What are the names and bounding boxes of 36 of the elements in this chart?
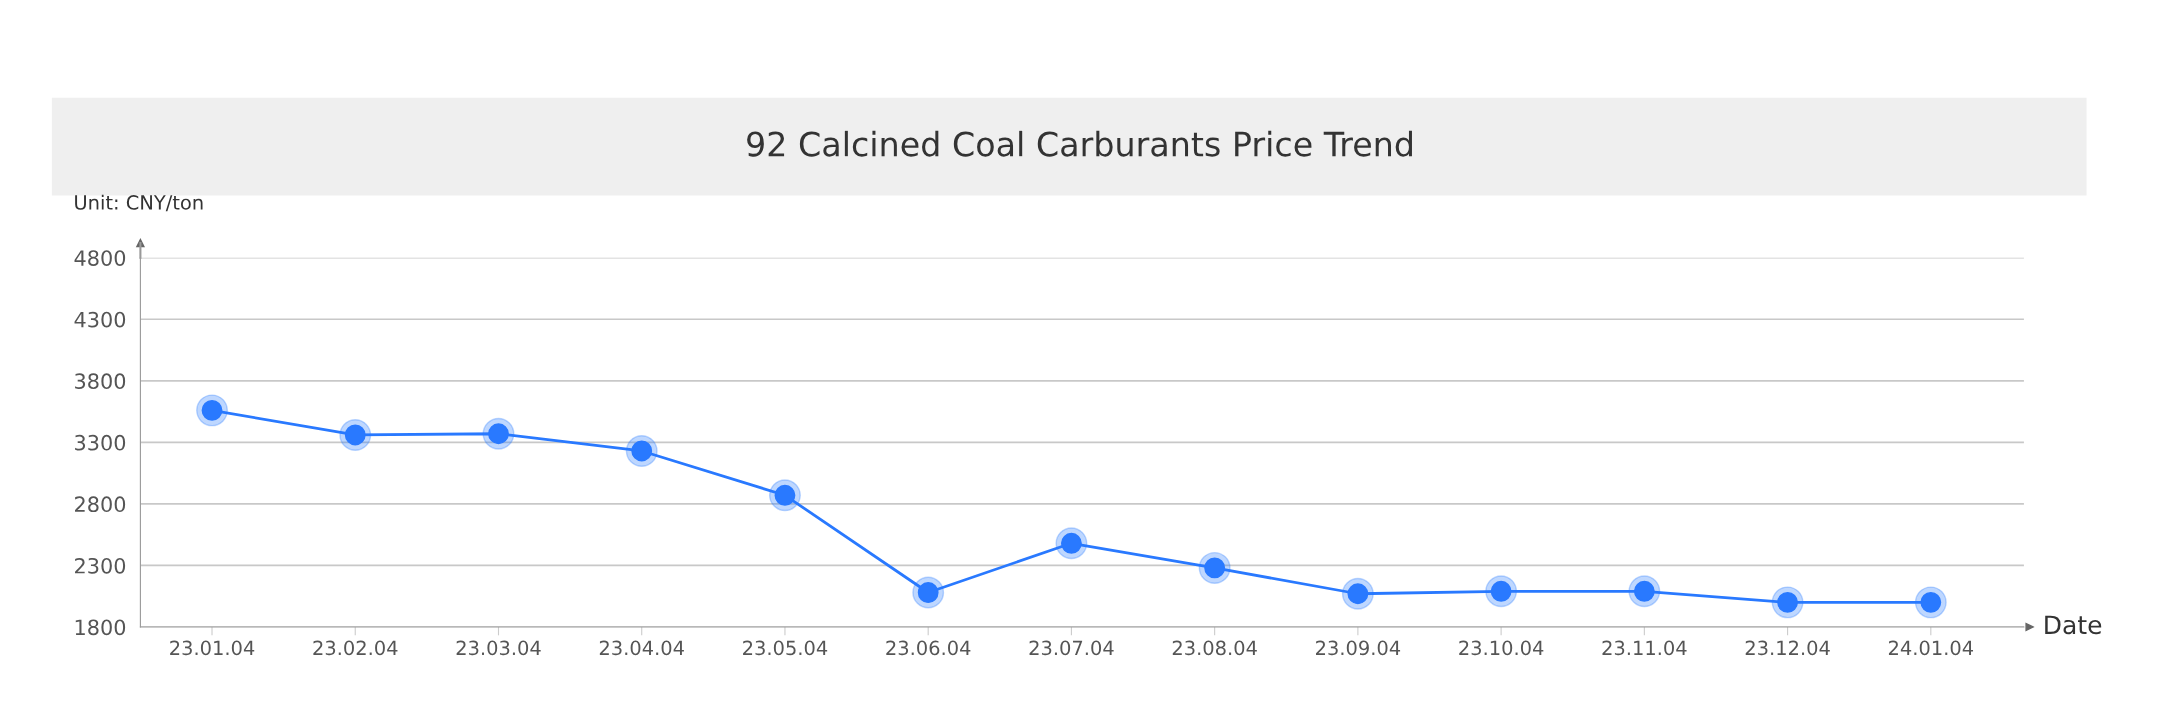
x-tick-label: 24.01.04 bbox=[1888, 640, 1974, 656]
x-tick-label: 23.02.04 bbox=[313, 640, 398, 656]
point bbox=[1628, 575, 1661, 608]
x-tick-label: 23.11.04 bbox=[1602, 640, 1687, 656]
x-tick-label: 23.10.04 bbox=[1459, 640, 1544, 656]
x-tick-label: 23.01.04 bbox=[170, 640, 255, 656]
point bbox=[1771, 586, 1804, 619]
chart-title: 92 Calcined Coal Carburants Price Trend bbox=[747, 130, 1412, 157]
y-tick-label: 4300 bbox=[74, 311, 126, 328]
point bbox=[1914, 586, 1947, 619]
y-tick-label: 4800 bbox=[74, 250, 126, 266]
y-axis-title: Unit: CNY/ton bbox=[75, 194, 203, 212]
point bbox=[768, 479, 801, 512]
point bbox=[482, 417, 515, 450]
x-tick-label: 23.05.04 bbox=[743, 640, 828, 656]
point bbox=[625, 435, 658, 467]
y-tick-label: 1800 bbox=[75, 619, 126, 636]
x-tick-label: 23.03.04 bbox=[456, 640, 541, 656]
x-tick-label: 23.08.04 bbox=[1172, 640, 1257, 656]
y-tick-label: 3300 bbox=[75, 434, 126, 451]
x-tick-label: 23.12.04 bbox=[1745, 640, 1830, 656]
x-tick-label: 23.09.04 bbox=[1316, 640, 1401, 656]
point bbox=[1341, 577, 1374, 610]
y-tick-label: 3800 bbox=[75, 373, 126, 390]
point bbox=[1485, 575, 1518, 608]
x-tick-label: 23.04.04 bbox=[599, 640, 684, 656]
point bbox=[1055, 527, 1088, 560]
x-tick-label: 23.06.04 bbox=[886, 640, 971, 656]
x-axis-title: Date bbox=[2045, 615, 2102, 635]
point bbox=[196, 394, 228, 427]
x-tick-label: 23.07.04 bbox=[1029, 640, 1114, 656]
y-tick-label: 2300 bbox=[75, 557, 126, 574]
point bbox=[912, 576, 945, 609]
point bbox=[1198, 551, 1231, 584]
point bbox=[339, 419, 372, 451]
y-tick-label: 2800 bbox=[75, 496, 126, 513]
